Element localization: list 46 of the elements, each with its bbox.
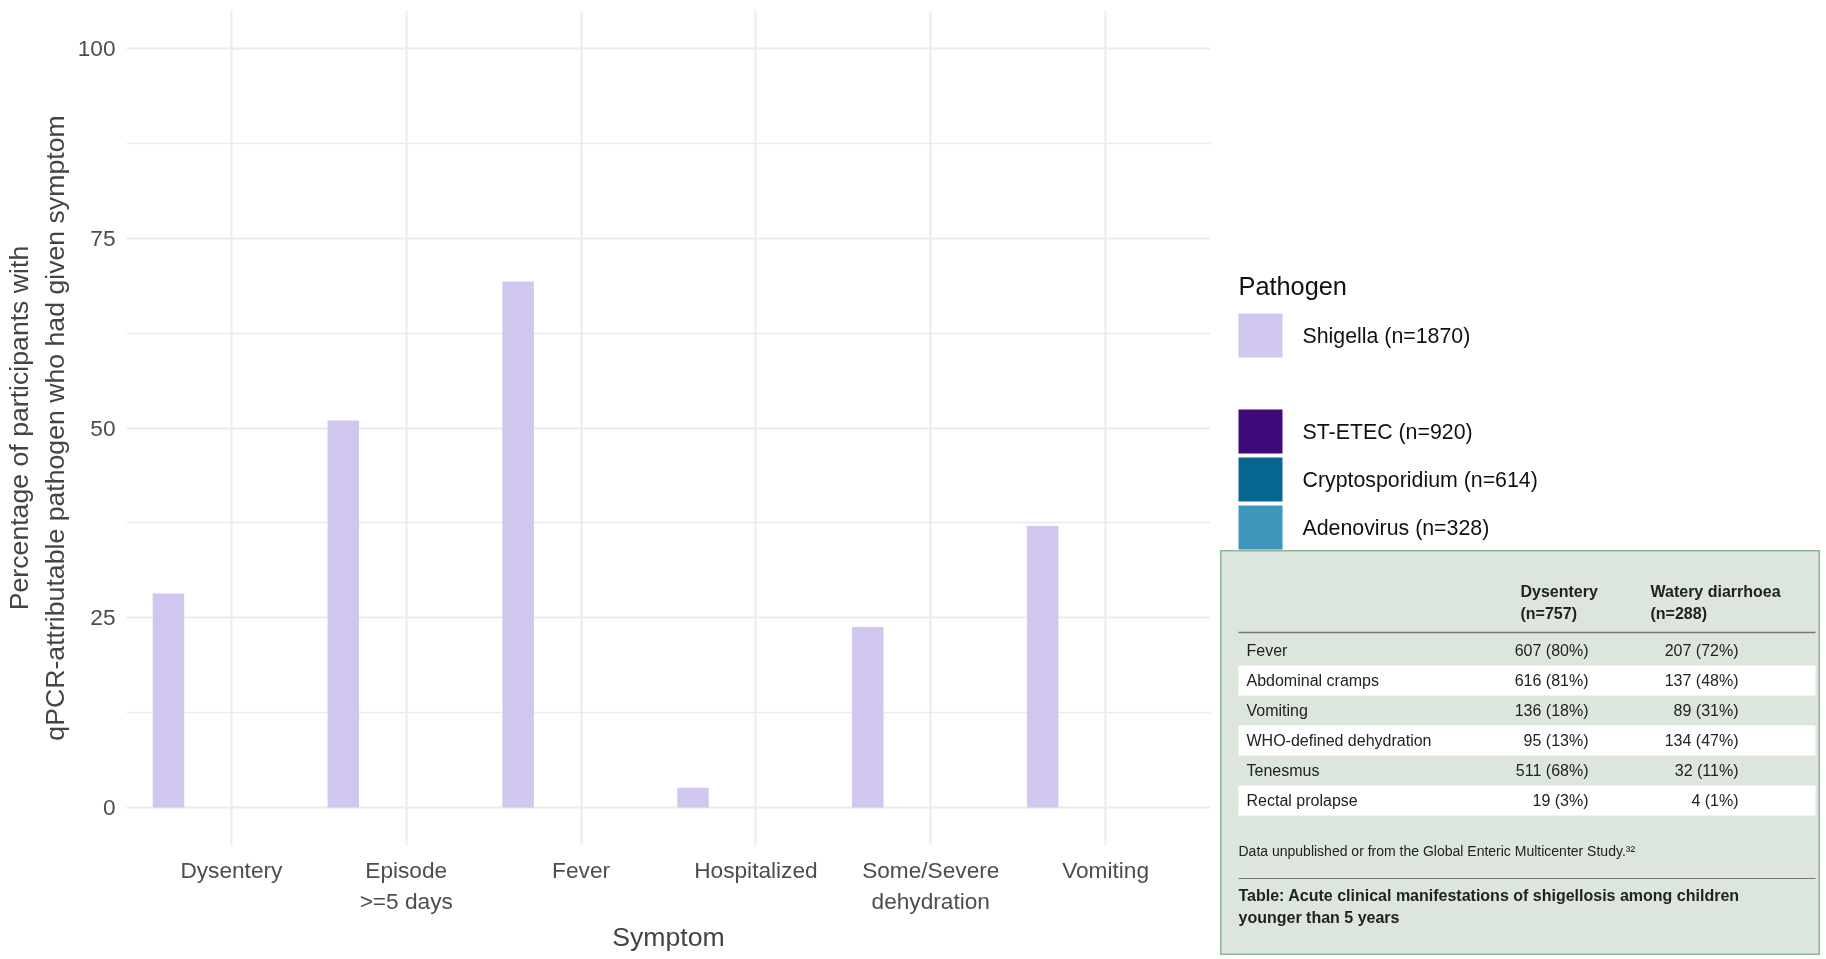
legend-title: Pathogen — [1238, 271, 1347, 300]
x-tick-label: Dysentery — [180, 856, 284, 883]
text: Tenesmus — [1246, 762, 1320, 779]
text: Data unpublished or from the Global Enteric Multicenter Study.³² — [1238, 842, 1636, 859]
text: Fever — [1246, 642, 1289, 659]
x-tick-label: Vomiting — [1062, 856, 1150, 883]
text: Rectal prolapse — [1246, 792, 1358, 809]
text: 511 (68%) — [1515, 762, 1589, 779]
text: 616 (81%) — [1514, 672, 1589, 689]
text: Table: Acute clinical manifestations of shigellosis among children younger than 5 years — [1238, 886, 1740, 926]
bar — [327, 420, 360, 808]
text: 89 (31%) — [1673, 702, 1739, 719]
text: Watery diarrhoea (n=288) — [1650, 582, 1781, 623]
text: 137 (48%) — [1664, 672, 1739, 689]
legend-label: Shigella (n=1870) — [1302, 323, 1471, 348]
y-tick-label: 50 — [90, 414, 116, 441]
text: Vomiting — [1246, 702, 1308, 719]
text: 134 (47%) — [1664, 732, 1739, 749]
legend-label: ST-ETEC (n=920) — [1302, 419, 1473, 444]
y-tick-label: 100 — [77, 34, 116, 61]
bar — [677, 787, 709, 808]
legend-label: Cryptosporidium (n=614) — [1302, 467, 1538, 492]
text: 19 (3%) — [1532, 792, 1589, 809]
text: WHO-defined dehydration — [1246, 732, 1432, 749]
x-tick-label: Hospitalized — [694, 856, 818, 883]
text: 607 (80%) — [1514, 642, 1589, 659]
y-tick-label: 75 — [90, 224, 116, 251]
text: 32 (11%) — [1674, 762, 1739, 779]
y-axis-title: Percentage of participants with qPCR-attributable pathogen who had given symptom — [3, 115, 70, 741]
text: 207 (72%) — [1664, 642, 1739, 659]
bar — [152, 593, 185, 808]
legend-label: Adenovirus (n=328) — [1302, 515, 1490, 540]
text: 136 (18%) — [1514, 702, 1589, 719]
x-tick-label: Fever — [552, 856, 611, 883]
x-axis-title: Symptom — [612, 921, 725, 952]
x-tick-label: Episode >=5 days — [359, 856, 453, 914]
bar — [502, 281, 534, 808]
x-tick-label: Some/Severe dehydration — [862, 856, 1000, 914]
y-tick-label: 0 — [102, 794, 116, 821]
y-tick-label: 25 — [90, 604, 116, 631]
text: 4 (1%) — [1691, 792, 1739, 809]
text: Dysentery (n=757) — [1520, 582, 1598, 623]
bar — [1026, 525, 1059, 808]
bar — [852, 626, 884, 808]
text: 95 (13%) — [1523, 732, 1589, 749]
text: Abdominal cramps — [1246, 672, 1379, 689]
